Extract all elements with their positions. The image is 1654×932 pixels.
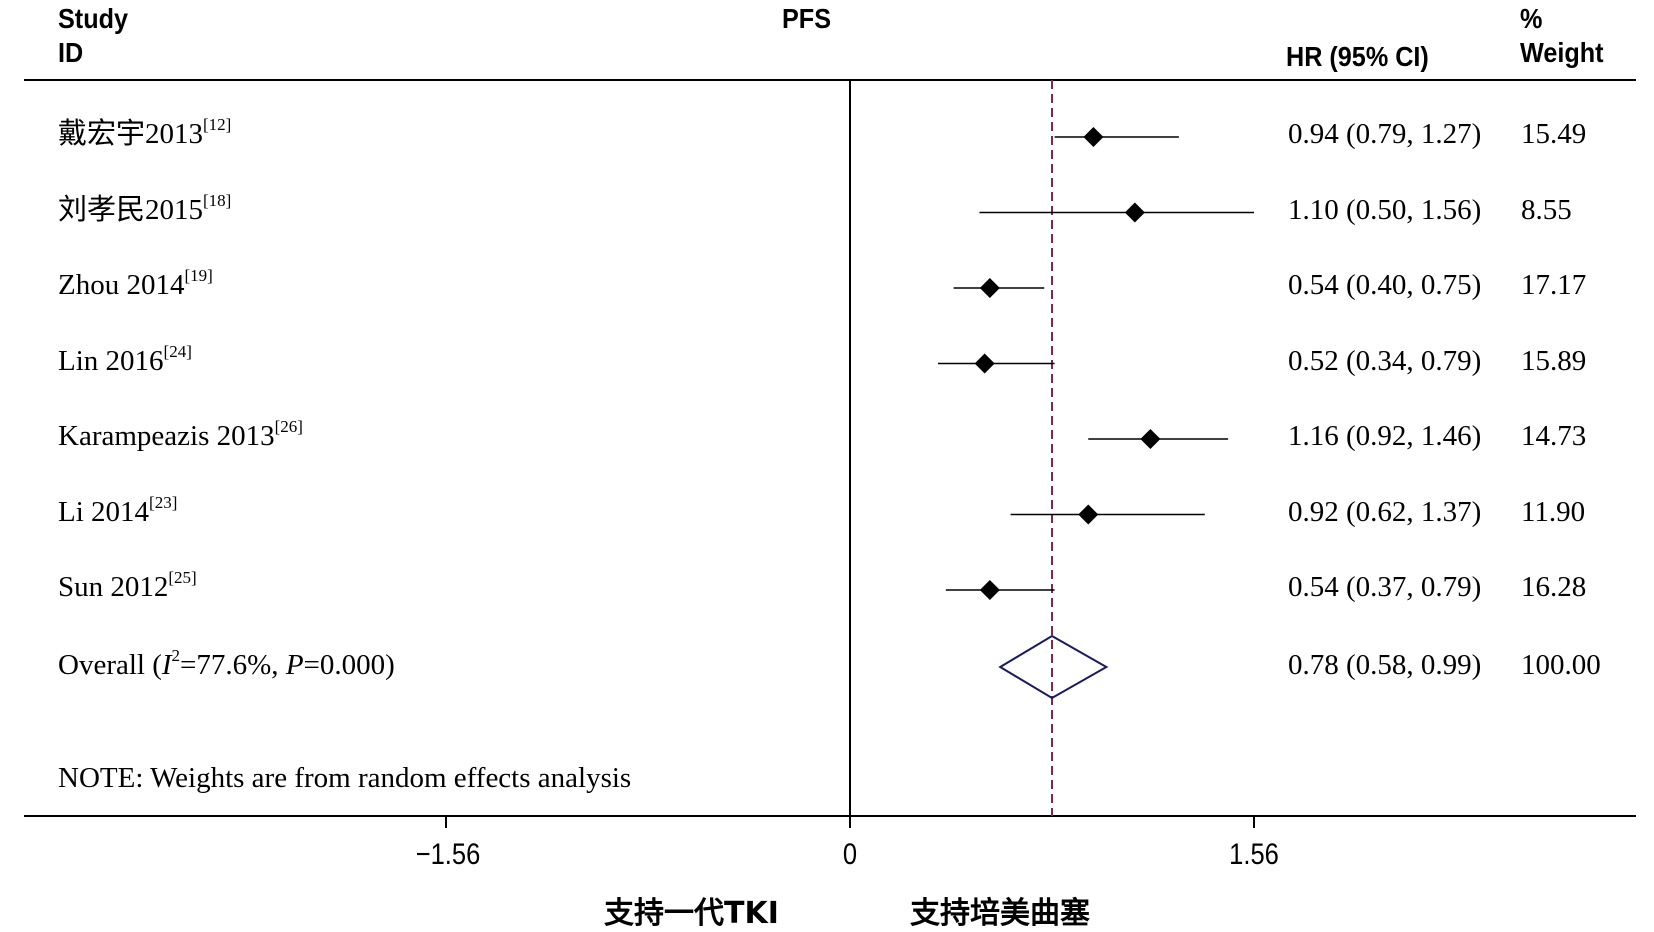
study-weight: 11.90 xyxy=(1521,495,1586,528)
study-reference: [24] xyxy=(163,341,192,361)
study-reference: [26] xyxy=(274,417,303,436)
study-name: Karampeazis 2013 xyxy=(58,420,275,452)
study-weight: 15.89 xyxy=(1521,344,1587,377)
overall-diamond xyxy=(998,634,1109,700)
point-estimate xyxy=(1140,429,1161,449)
point-estimate xyxy=(979,580,1000,600)
study-weight: 14.73 xyxy=(1521,420,1587,452)
p-value: =0.000) xyxy=(303,649,395,681)
study-name: 戴宏宇2013 xyxy=(58,118,204,150)
study-weight: 17.17 xyxy=(1521,269,1587,301)
study-id-header: Study ID xyxy=(58,2,128,69)
overall-hr-text: 0.78 (0.58, 0.99) xyxy=(1288,649,1482,681)
study-weight: 16.28 xyxy=(1521,571,1587,603)
study-label: Li 2014[23] xyxy=(58,494,177,528)
hr-column-header: HR (95% CI) xyxy=(1286,41,1429,72)
study-hr-text: 0.54 (0.40, 0.75) xyxy=(1288,269,1482,301)
study-name: Zhou 2014 xyxy=(58,269,185,301)
study-name: Li 2014 xyxy=(58,495,150,528)
i-squared-exponent: 2 xyxy=(171,646,181,665)
overall-prefix: Overall ( xyxy=(58,649,162,681)
p-letter: P xyxy=(285,649,304,681)
study-reference: [12] xyxy=(203,115,232,134)
study-hr-text: 0.52 (0.34, 0.79) xyxy=(1288,344,1482,377)
study-name: Lin 2016 xyxy=(58,344,164,377)
overall-label: Overall (I2=77.6%, P=0.000) xyxy=(58,647,395,681)
point-estimate xyxy=(1078,504,1099,525)
point-estimate xyxy=(974,353,995,374)
study-name: 刘孝民2015 xyxy=(58,193,204,226)
study-weight: 8.55 xyxy=(1521,193,1572,226)
x-tick-label-zero: 0 xyxy=(842,838,858,871)
point-estimate xyxy=(1124,202,1145,223)
x-label-left: 支持一代TKI xyxy=(604,896,779,931)
study-hr-text: 0.54 (0.37, 0.79) xyxy=(1288,571,1482,603)
study-label: 刘孝民2015[18] xyxy=(58,192,231,226)
study-hr-text: 1.10 (0.50, 1.56) xyxy=(1288,193,1482,226)
x-tick-label-neg: −1.56 xyxy=(415,838,481,871)
i-squared-letter: I xyxy=(161,649,172,681)
point-estimate xyxy=(1083,127,1104,147)
x-label-right: 支持培美曲塞 xyxy=(910,896,1090,931)
study-label: Zhou 2014[19] xyxy=(58,267,213,301)
study-header-line1: Study xyxy=(58,3,129,34)
weights-note: NOTE: Weights are from random effects an… xyxy=(58,762,632,794)
study-name: Sun 2012 xyxy=(58,571,169,603)
chart-title: PFS xyxy=(782,3,832,34)
study-label: 戴宏宇2013[12] xyxy=(58,116,231,150)
study-label: Karampeazis 2013[26] xyxy=(58,418,303,452)
study-label: Sun 2012[25] xyxy=(58,569,197,603)
study-hr-text: 1.16 (0.92, 1.46) xyxy=(1288,420,1482,452)
study-hr-text: 0.92 (0.62, 1.37) xyxy=(1288,495,1482,528)
study-hr-text: 0.94 (0.79, 1.27) xyxy=(1288,118,1482,150)
study-label: Lin 2016[24] xyxy=(58,343,192,377)
study-weight: 15.49 xyxy=(1521,118,1587,150)
weight-header-line1: % xyxy=(1520,3,1543,34)
study-reference: [18] xyxy=(203,190,232,210)
x-tick-label-pos: 1.56 xyxy=(1229,838,1279,871)
point-estimate xyxy=(979,278,1000,298)
i-squared-value: =77.6%, xyxy=(180,649,286,681)
weight-header-line2: Weight xyxy=(1520,36,1604,68)
overall-weight: 100.00 xyxy=(1521,649,1601,681)
study-header-line2: ID xyxy=(58,36,84,68)
study-reference: [19] xyxy=(184,266,213,285)
study-reference: [23] xyxy=(149,492,178,512)
weight-header: % Weight xyxy=(1520,2,1604,69)
study-reference: [25] xyxy=(168,568,197,587)
